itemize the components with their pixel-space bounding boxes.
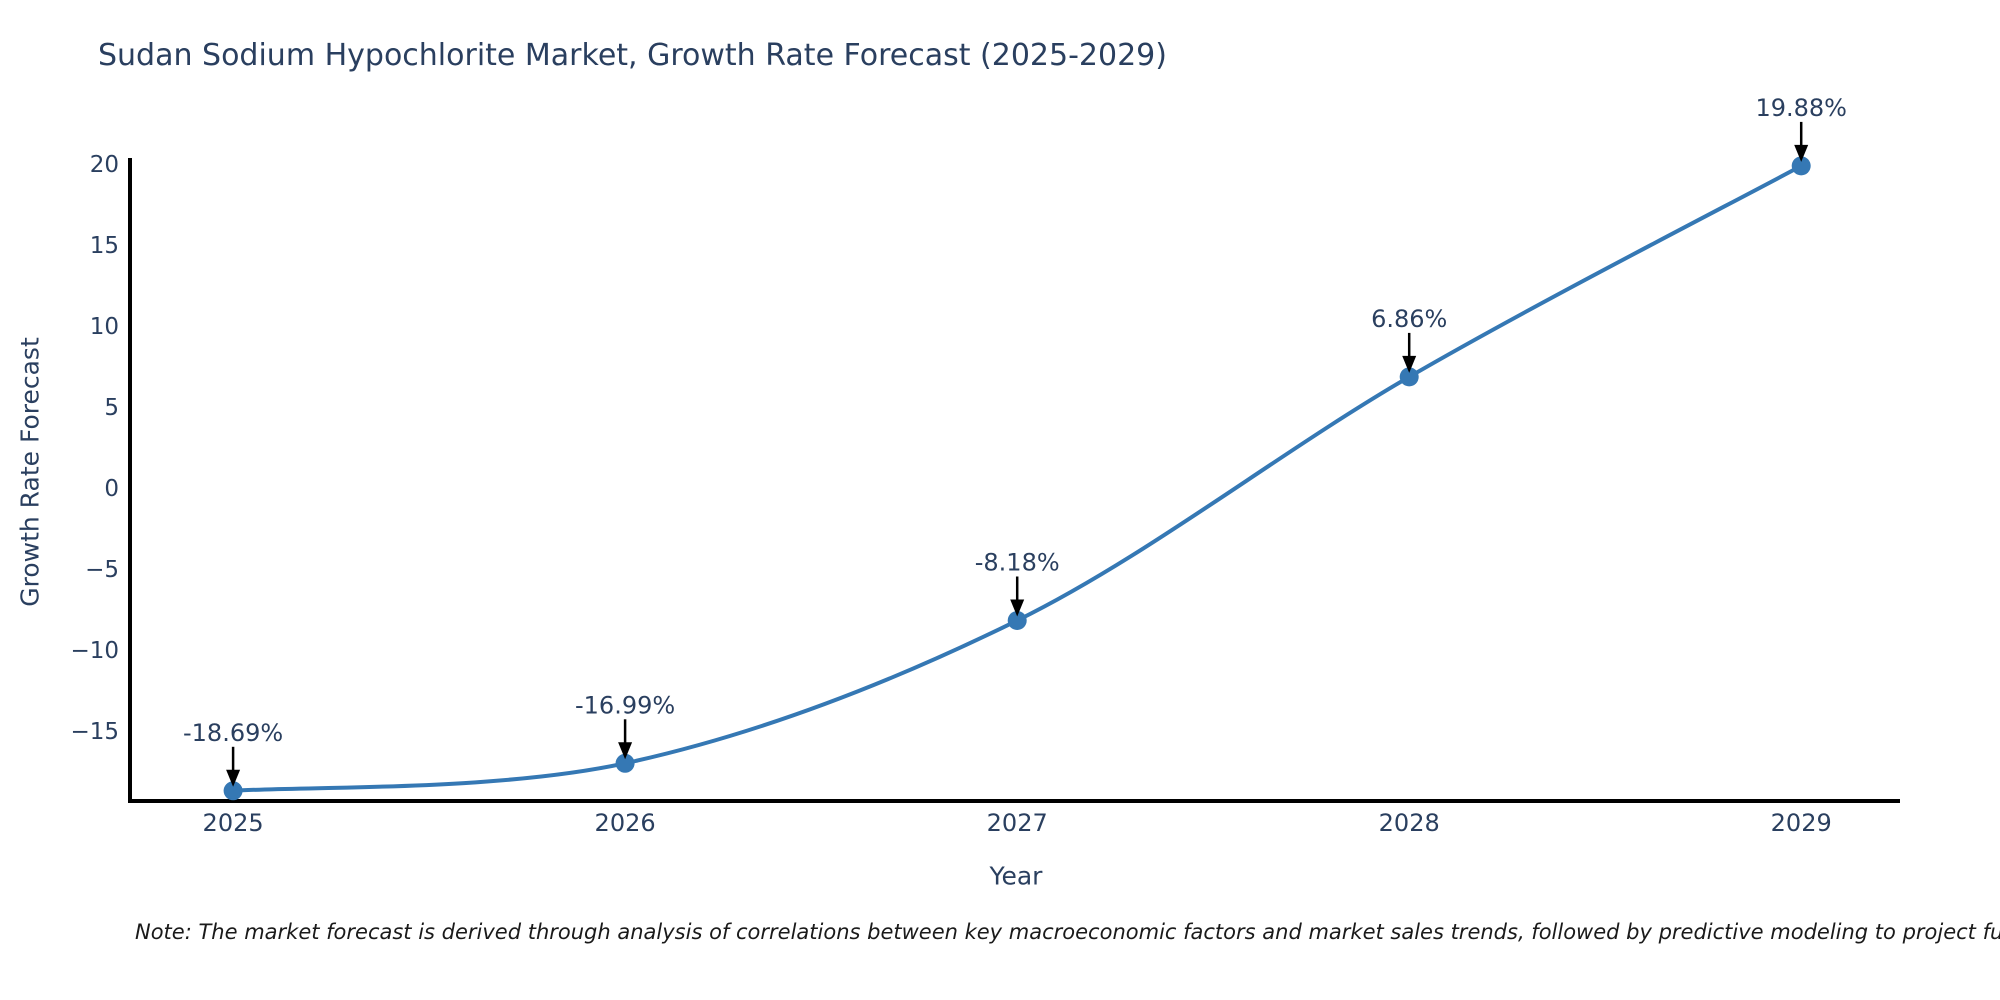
x-tick-label: 2029 bbox=[1771, 809, 1832, 837]
chart-title: Sudan Sodium Hypochlorite Market, Growth… bbox=[98, 38, 1167, 73]
annotation-arrowhead-icon bbox=[1794, 144, 1809, 162]
y-tick-label: 0 bbox=[104, 476, 119, 502]
data-point-marker bbox=[1007, 611, 1027, 630]
data-point-marker bbox=[1791, 156, 1811, 176]
annotation-label: -8.18% bbox=[975, 549, 1060, 577]
annotation-arrowhead-icon bbox=[226, 769, 241, 787]
x-axis-title: Year bbox=[989, 861, 1043, 891]
axis-lines bbox=[128, 158, 1900, 803]
chart-footnote: Note: The market forecast is derived thr… bbox=[135, 920, 2000, 944]
y-tick-label: 15 bbox=[90, 233, 119, 259]
annotation-label: -18.69% bbox=[183, 719, 283, 747]
x-tick-label: 2025 bbox=[203, 809, 264, 837]
forecast-line bbox=[231, 163, 1804, 793]
x-tick-label: 2026 bbox=[595, 809, 656, 837]
x-tick-label: 2028 bbox=[1379, 809, 1440, 837]
y-tick-label: −10 bbox=[70, 638, 119, 664]
y-tick-label: 5 bbox=[104, 395, 119, 421]
y-tick-label: −5 bbox=[85, 557, 119, 583]
data-point-marker bbox=[223, 781, 243, 801]
y-tick-label: 10 bbox=[90, 314, 119, 340]
data-point-marker bbox=[1399, 367, 1419, 387]
annotation-label: -16.99% bbox=[575, 691, 675, 719]
annotation-arrowhead-icon bbox=[1402, 355, 1417, 373]
y-axis-title: Growth Rate Forecast bbox=[15, 337, 45, 607]
x-tick-label: 2027 bbox=[987, 809, 1048, 837]
annotation-label: 6.86% bbox=[1371, 305, 1447, 333]
data-point-marker bbox=[615, 753, 635, 773]
y-tick-label: 20 bbox=[90, 152, 119, 178]
annotation-arrowhead-icon bbox=[1010, 599, 1025, 617]
annotation-label: 19.88% bbox=[1755, 94, 1847, 122]
y-tick-label: −15 bbox=[70, 719, 119, 745]
annotation-arrowhead-icon bbox=[618, 742, 633, 760]
